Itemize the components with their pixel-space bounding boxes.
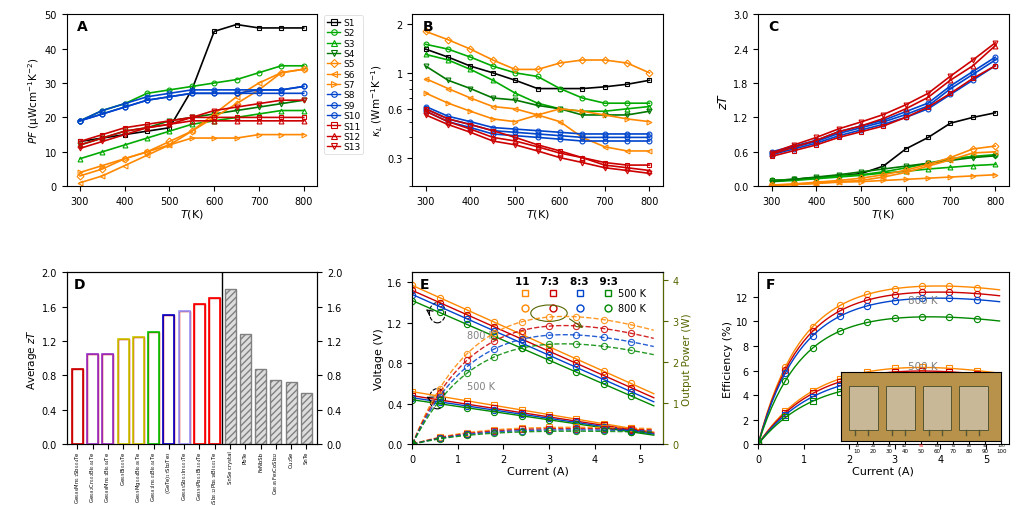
Bar [194,305,205,444]
Bar [270,380,282,444]
Bar [87,355,98,444]
Bar [286,383,297,444]
Text: E: E [420,278,429,292]
Bar [102,355,114,444]
Text: D: D [74,278,86,292]
Bar [133,337,143,444]
Text: 500 K: 500 K [617,288,646,298]
X-axis label: Current (A): Current (A) [852,466,914,475]
X-axis label: $T$(K): $T$(K) [180,208,204,221]
Bar [87,355,98,444]
X-axis label: $T$(K): $T$(K) [525,208,550,221]
Bar [209,298,220,444]
Bar [255,369,266,444]
Bar [240,334,251,444]
Bar [148,333,159,444]
Text: 500 K: 500 K [908,361,938,371]
X-axis label: Current (A): Current (A) [507,466,568,475]
Text: 11   7:3   8:3   9:3: 11 7:3 8:3 9:3 [515,276,618,286]
Bar [179,311,189,444]
Text: F: F [766,278,775,292]
Bar [179,311,189,444]
Y-axis label: $zT$: $zT$ [717,92,730,110]
Bar [118,340,129,444]
Text: A: A [77,20,87,34]
Text: B: B [422,20,433,34]
Bar [164,316,174,444]
Y-axis label: $\kappa_L$ (Wm$^{-1}$K$^{-1}$): $\kappa_L$ (Wm$^{-1}$K$^{-1}$) [370,65,385,137]
Bar [102,355,114,444]
Text: 800 K: 800 K [467,330,496,340]
Bar [164,316,174,444]
Text: 800 K: 800 K [617,304,646,314]
Y-axis label: Average $zT$: Average $zT$ [25,328,39,389]
Y-axis label: Voltage (V): Voltage (V) [375,328,384,389]
Bar [209,298,220,444]
Bar [118,340,129,444]
Bar [224,290,236,444]
Bar [72,369,83,444]
Bar [72,369,83,444]
Legend: S1, S2, S3, S4, S5, S6, S7, S8, S9, S10, S11, S12, S13: S1, S2, S3, S4, S5, S6, S7, S8, S9, S10,… [325,16,364,155]
Text: C: C [768,20,778,34]
Y-axis label: Output Power (W): Output Power (W) [682,312,691,405]
Bar [194,305,205,444]
Text: 500 K: 500 K [467,381,496,391]
Bar [301,393,312,444]
Bar [133,337,143,444]
X-axis label: $T$(K): $T$(K) [871,208,895,221]
Bar [148,333,159,444]
Text: 800 K: 800 K [908,295,938,306]
Y-axis label: Efficiency (%): Efficiency (%) [723,320,733,397]
Y-axis label: $PF$ (μWcm$^{-1}$K$^{-2}$): $PF$ (μWcm$^{-1}$K$^{-2}$) [26,58,42,144]
